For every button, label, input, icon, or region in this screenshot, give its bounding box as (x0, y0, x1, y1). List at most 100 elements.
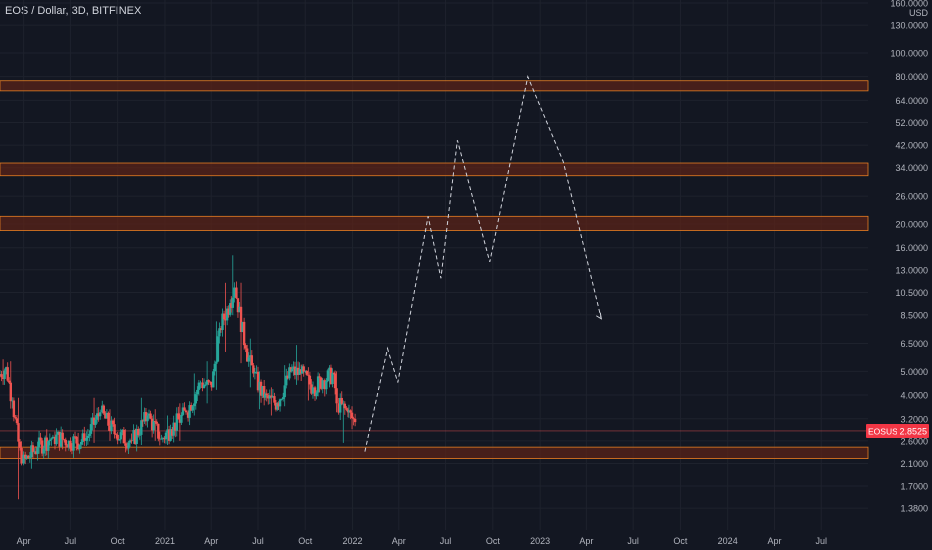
candle-body (88, 433, 91, 436)
candle-body (274, 402, 278, 410)
x-tick-label: Oct (111, 536, 126, 546)
candle-body (178, 419, 182, 423)
candle-body (137, 429, 140, 436)
candle-body (213, 363, 217, 372)
candle-body (235, 287, 238, 299)
candle-body (163, 437, 166, 440)
candle (1, 359, 5, 385)
candle-body (249, 355, 252, 358)
y-tick-label: 13.0000 (895, 265, 928, 275)
currency-label: USD (909, 8, 929, 18)
resistance-zone (0, 80, 869, 92)
candle (150, 415, 154, 438)
candle (349, 409, 352, 420)
candle (164, 431, 168, 444)
candle-body (158, 438, 162, 440)
candle-body (212, 371, 215, 388)
value-tag-label: 2.8525 (899, 426, 927, 436)
candle (245, 344, 249, 362)
candle-body (293, 366, 297, 376)
candle (40, 438, 44, 457)
candle (37, 430, 41, 454)
candle (255, 365, 258, 374)
candle (325, 378, 328, 395)
candle (30, 440, 33, 469)
candle (271, 388, 275, 399)
candle (122, 426, 126, 444)
candle (118, 439, 121, 441)
candle-body (247, 357, 250, 362)
candle-body (22, 454, 25, 464)
candle-body (265, 393, 268, 396)
candle (235, 281, 238, 299)
resistance-zones (0, 80, 869, 459)
candle-body (207, 380, 210, 382)
candle-body (323, 380, 326, 390)
candle-body (111, 420, 115, 425)
candle (152, 414, 155, 434)
candle (186, 410, 190, 422)
candle-body (9, 382, 12, 402)
candle-body (350, 412, 354, 419)
candle-body (8, 380, 11, 383)
candle (227, 305, 230, 318)
candle (174, 422, 177, 438)
candle-body (44, 437, 47, 449)
candle-body (316, 376, 320, 393)
candle-body (161, 437, 165, 439)
candle (127, 440, 130, 455)
price-axis[interactable]: 160.0000 130.0000 100.0000 80.0000 64.0000 52… (890, 0, 928, 514)
candle (231, 255, 235, 316)
candle (180, 412, 183, 426)
candle-body (121, 429, 124, 433)
candle (105, 409, 109, 419)
candle-body (36, 447, 39, 454)
candle-body (127, 442, 130, 449)
candle-body (295, 367, 298, 376)
candle-body (58, 431, 61, 447)
candle (193, 373, 196, 416)
candle-body (335, 388, 338, 404)
candle-body (124, 443, 127, 446)
candle-body (263, 393, 267, 398)
candle (97, 406, 100, 422)
candle-body (225, 308, 229, 321)
candle-body (3, 370, 6, 379)
candle-body (267, 395, 270, 399)
candle (124, 429, 127, 453)
candle (201, 378, 204, 392)
candle-body (45, 437, 48, 451)
candle (184, 409, 188, 415)
candle-body (18, 441, 22, 448)
candle (178, 403, 182, 441)
candle (73, 431, 77, 439)
y-tick-label: 34.0000 (895, 163, 928, 173)
candle-body (302, 366, 305, 372)
candle (167, 425, 171, 445)
candle-body (197, 382, 201, 390)
candle (249, 338, 252, 388)
candle-body (256, 371, 260, 391)
resistance-zone (0, 446, 869, 459)
candle (28, 452, 32, 463)
candle (140, 397, 143, 445)
candle (83, 426, 86, 446)
candle (331, 368, 334, 388)
x-tick-label: 2023 (530, 536, 550, 546)
candle-body (102, 405, 106, 414)
candle (288, 363, 291, 381)
x-tick-label: Jul (440, 536, 452, 546)
candle (27, 455, 30, 459)
candle-body (128, 440, 132, 443)
candle (196, 386, 199, 401)
projection-line (364, 75, 602, 452)
candle-body (202, 384, 206, 389)
time-axis[interactable]: Apr Jul Oct 2021 Apr Jul Oct 2022 Apr Jul Oct 2023 A… (17, 536, 827, 546)
candle-body (218, 328, 221, 337)
x-tick-label: 2024 (718, 536, 738, 546)
candle-body (325, 381, 328, 390)
candle (75, 436, 78, 451)
candle (88, 430, 91, 442)
